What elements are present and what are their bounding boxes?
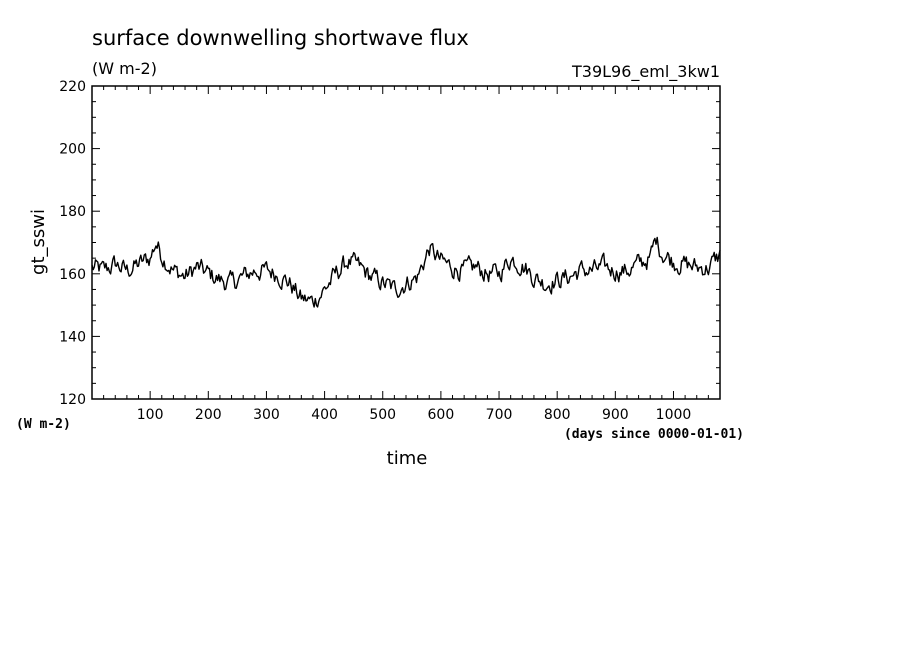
x-tick-label: 600 (428, 407, 455, 423)
y-tick-label: 160 (59, 267, 86, 283)
y-tick-label: 140 (59, 329, 86, 345)
y-tick-label: 120 (59, 392, 86, 408)
x-tick-label: 500 (369, 407, 396, 423)
x-tick-label: 200 (195, 407, 222, 423)
x-tick-label: 1000 (656, 407, 692, 423)
x-tick-label: 300 (253, 407, 280, 423)
x-tick-label: 900 (602, 407, 629, 423)
x-axis-units: (days since 0000-01-01) (564, 427, 744, 442)
x-tick-label: 700 (486, 407, 513, 423)
y-axis-units: (W m-2) (16, 417, 71, 432)
y-axis-ticks: 120 140 160 180 200 220 (59, 79, 720, 408)
data-series (91, 236, 721, 308)
plot-frame (91, 85, 721, 400)
x-tick-label: 400 (311, 407, 338, 423)
y-tick-label: 200 (59, 142, 86, 158)
x-tick-label: 100 (137, 407, 164, 423)
x-axis-label: time (387, 448, 428, 469)
x-tick-label: 800 (544, 407, 571, 423)
experiment-label: T39L96_eml_3kw1 (571, 62, 720, 82)
chart-title: surface downwelling shortwave flux (92, 26, 469, 50)
y-axis-label: gt_sswi (28, 209, 49, 275)
series-line (91, 236, 721, 308)
title-units: (W m-2) (92, 59, 157, 78)
y-tick-label: 180 (59, 204, 86, 220)
y-tick-label: 220 (59, 79, 86, 95)
x-axis-ticks: 100 200 300 400 500 600 700 800 900 1000 (103, 86, 709, 423)
